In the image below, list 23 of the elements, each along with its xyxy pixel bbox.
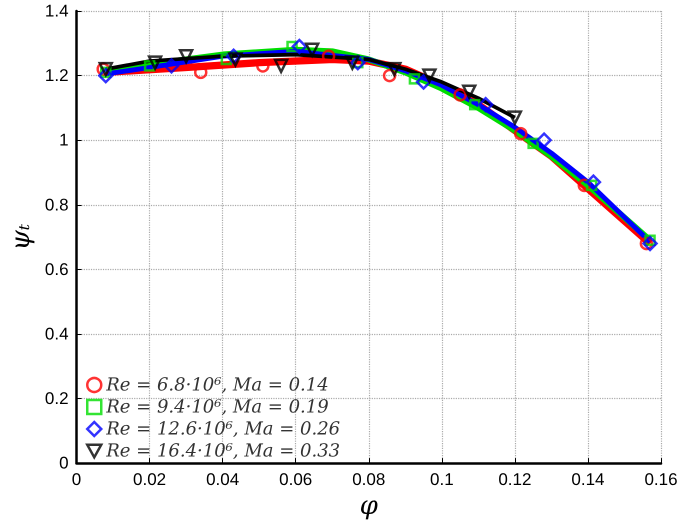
x-tick-label: 0.12 [498,470,532,490]
y-axis-title: ψₜ [6,223,36,250]
y-tick-label: 0.6 [44,260,69,279]
y-tick-label: 1.2 [44,66,69,86]
y-tick-label: 1.4 [44,2,69,20]
x-tick-label: 0.16 [644,470,678,490]
x-tick-label: 0.06 [279,470,312,490]
legend-label: Re = 9.4·10⁶, Ma = 0.19 [105,396,329,418]
legend-label: Re = 16.4·10⁶, Ma = 0.33 [105,440,340,462]
y-tick-label: 0.8 [44,195,69,214]
y-tick-label: 0.2 [44,389,69,408]
legend-label: Re = 12.6·10⁶, Ma = 0.26 [105,418,340,440]
legend-label: Re = 6.8·10⁶, Ma = 0.14 [105,374,329,396]
x-tick-label: 0.02 [133,470,166,490]
x-tick-label: 0.08 [352,470,386,490]
x-tick-label: 0.14 [571,470,604,490]
x-tick-label: 0.1 [430,470,454,490]
y-tick-label: 0 [59,454,69,473]
x-axis-title: φ [360,491,379,521]
x-tick-label: 0 [72,470,82,490]
x-tick-label: 0.04 [206,470,240,490]
y-tick-label: 1 [59,130,69,150]
y-tick-label: 0.4 [44,324,69,344]
